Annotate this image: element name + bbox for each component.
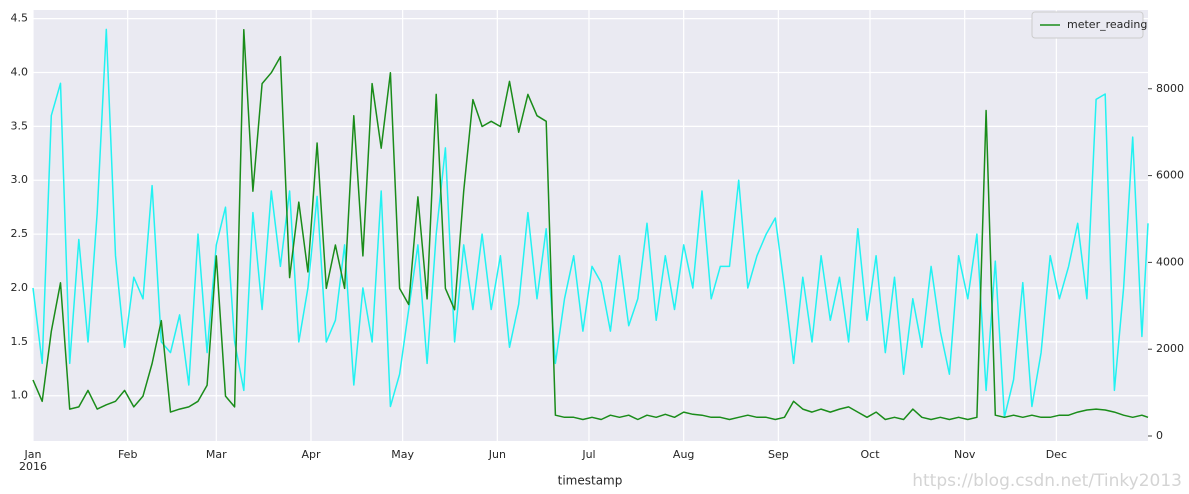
x-tick-label: Sep <box>768 448 789 461</box>
y-tick-label: 2.0 <box>11 281 29 294</box>
y-tick-label: 3.5 <box>11 119 29 132</box>
legend-label: meter_reading <box>1067 18 1147 31</box>
x-tick-label: Jan <box>24 448 42 461</box>
y-tick-label: 3.0 <box>11 173 29 186</box>
lines <box>32 28 1149 421</box>
y-tick-label: 2.5 <box>11 227 29 240</box>
x-tick-label: Jul <box>581 448 595 461</box>
data-line <box>32 28 1149 419</box>
x-tick-label: Dec <box>1046 448 1067 461</box>
y-tick-label: 1.5 <box>11 335 29 348</box>
watermark: https://blog.csdn.net/Tinky2013 <box>912 471 1182 491</box>
data-line <box>32 28 1149 421</box>
x-tick-label: Jun <box>488 448 506 461</box>
x-year-label: 2016 <box>19 460 47 473</box>
x-tick-label: Aug <box>673 448 694 461</box>
y2-tick-label: 8000 <box>1156 82 1184 95</box>
y2-tick-label: 6000 <box>1156 169 1184 182</box>
x-tick-label: Oct <box>860 448 880 461</box>
x-tick-label: Apr <box>301 448 321 461</box>
legend-box <box>1031 11 1144 39</box>
y2-tick-label: 2000 <box>1156 342 1184 355</box>
plot-area <box>33 10 1148 441</box>
y-tick-label: 4.0 <box>11 65 29 78</box>
y2-tick-label: 0 <box>1156 429 1163 442</box>
x-tick-label: Nov <box>954 448 976 461</box>
y2-tick-label: 4000 <box>1156 255 1184 268</box>
y-tick-label: 4.5 <box>11 12 29 25</box>
x-tick-label: Feb <box>118 448 137 461</box>
x-tick-label: Mar <box>206 448 227 461</box>
y-tick-label: 1.0 <box>11 389 29 402</box>
x-tick-label: May <box>391 448 414 461</box>
grid <box>32 10 1148 441</box>
x-axis-label: timestamp <box>558 474 623 488</box>
